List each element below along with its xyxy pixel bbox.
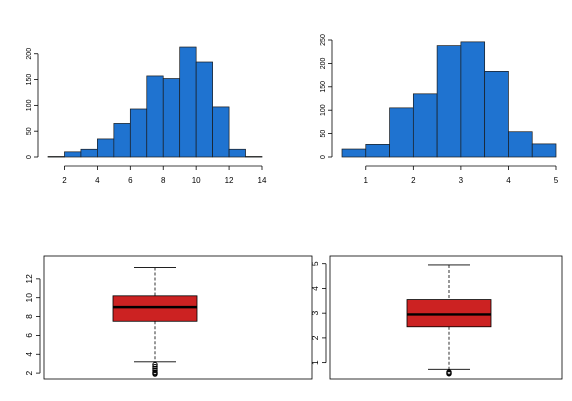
- y-tick-label: 50: [320, 130, 327, 138]
- histogram-bar: [113, 123, 131, 158]
- outlier-point: [152, 371, 158, 377]
- y-tick-label: 6: [24, 333, 34, 338]
- x-tick-label: 2: [62, 176, 67, 185]
- histogram-bar: [508, 131, 533, 158]
- histogram-bar: [162, 78, 181, 158]
- y-tick-label: 4: [24, 352, 34, 357]
- histogram-bar: [484, 71, 509, 158]
- histogram-bar: [97, 138, 115, 158]
- histogram-bar: [531, 143, 557, 158]
- plot-frame: [43, 255, 313, 380]
- outlier-point: [152, 367, 158, 373]
- y-tick-label: 50: [26, 127, 33, 135]
- y-tick-label: 150: [320, 81, 327, 93]
- histogram-bar: [341, 148, 367, 158]
- plot-frame: [329, 255, 563, 380]
- histogram-bar: [64, 151, 82, 158]
- histogram-bar: [245, 156, 263, 158]
- x-tick-label: 5: [554, 176, 559, 185]
- x-tick-label: 1: [364, 176, 369, 185]
- y-tick-label: 250: [320, 34, 327, 46]
- y-tick-label: 0: [26, 155, 33, 159]
- y-tick-label: 2: [310, 335, 320, 340]
- y-tick-label: 10: [24, 293, 34, 303]
- outlier-point: [152, 363, 158, 370]
- x-tick-label: 10: [192, 176, 201, 185]
- y-tick-label: 1: [310, 360, 320, 365]
- histogram-bar: [460, 41, 486, 158]
- x-tick-label: 14: [258, 176, 267, 185]
- outlier-point: [446, 371, 452, 377]
- box-iqr: [406, 299, 492, 328]
- histogram-bar: [412, 93, 438, 158]
- histogram-bar: [179, 46, 197, 158]
- x-tick-label: 4: [506, 176, 511, 185]
- y-tick-label: 12: [24, 274, 34, 284]
- histogram-bar: [80, 148, 98, 158]
- histogram-bar: [129, 108, 148, 158]
- y-tick-label: 0: [320, 155, 327, 159]
- y-tick-label: 150: [26, 74, 33, 86]
- histogram-bar: [47, 156, 65, 158]
- y-tick-label: 4: [310, 286, 320, 291]
- x-tick-label: 8: [161, 176, 166, 185]
- histogram-bar: [365, 144, 390, 158]
- x-tick-label: 6: [128, 176, 133, 185]
- y-tick-label: 100: [26, 99, 33, 111]
- y-tick-label: 8: [24, 314, 34, 319]
- box-iqr: [112, 295, 198, 322]
- y-tick-label: 200: [26, 48, 33, 60]
- histogram-bar: [436, 45, 462, 158]
- y-tick-label: 2: [24, 370, 34, 375]
- histogram-bar: [212, 106, 230, 158]
- x-tick-label: 4: [95, 176, 100, 185]
- histogram-bar: [228, 148, 246, 158]
- y-tick-label: 3: [310, 311, 320, 316]
- histogram-bar: [389, 107, 414, 158]
- x-tick-label: 3: [459, 176, 464, 185]
- y-tick-label: 200: [320, 57, 327, 69]
- outlier-point: [152, 361, 158, 368]
- y-tick-label: 5: [310, 261, 320, 266]
- x-tick-label: 12: [225, 176, 234, 185]
- histogram-bar: [195, 61, 213, 158]
- histogram-bar: [146, 75, 164, 158]
- y-tick-label: 100: [320, 104, 327, 116]
- x-tick-label: 2: [411, 176, 416, 185]
